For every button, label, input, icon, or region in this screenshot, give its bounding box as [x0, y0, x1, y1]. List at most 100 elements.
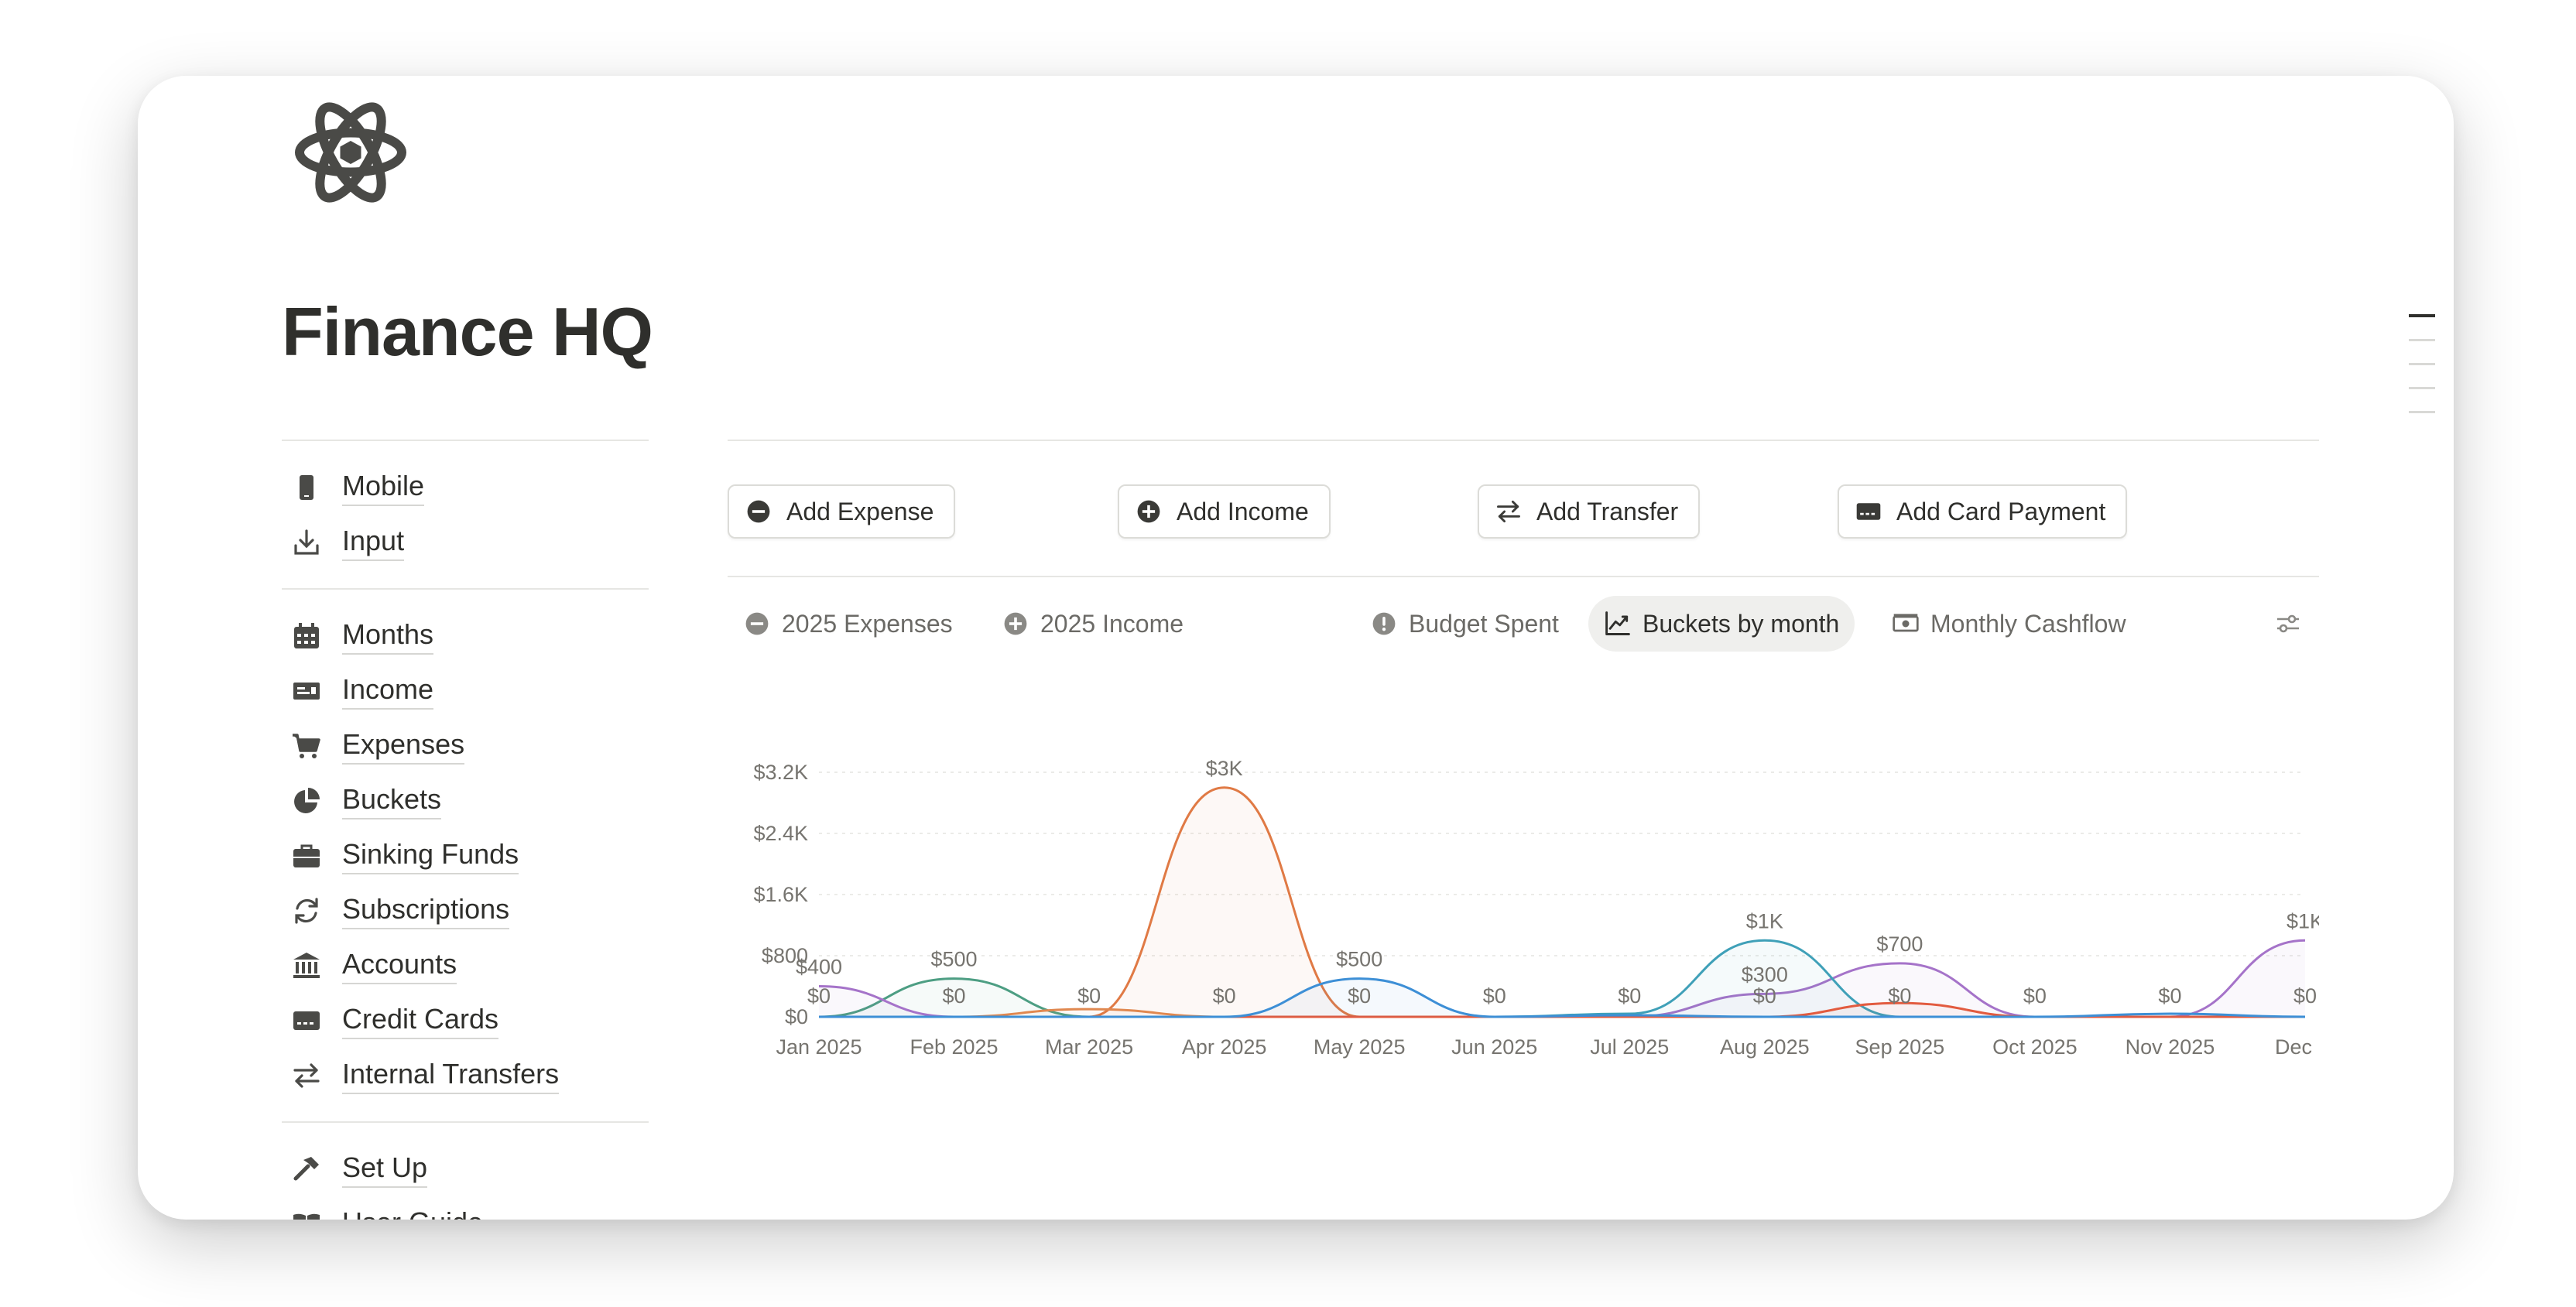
data-label: $0	[1753, 984, 1776, 1008]
sidebar-item-label[interactable]: Subscriptions	[342, 892, 510, 929]
x-tick-label: Aug 2025	[1720, 1035, 1810, 1059]
toc-marker[interactable]	[2409, 363, 2435, 365]
y-tick-label: $1.6K	[753, 883, 808, 906]
download-icon	[289, 525, 324, 559]
table-of-contents[interactable]	[2409, 314, 2435, 435]
pie-chart-icon	[289, 784, 324, 818]
sidebar-item-label[interactable]: Set Up	[342, 1151, 428, 1188]
transfer-arrows-icon	[1497, 500, 1520, 523]
sidebar-item-expenses[interactable]: Expenses	[282, 718, 649, 773]
mobile-phone-icon	[300, 474, 313, 500]
chart-canvas: $0 $800 $1.6K $2.4K $3.2K Jan 2025 Feb 2025 Mar…	[753, 757, 2335, 1059]
sidebar-item-input[interactable]: Input	[282, 515, 649, 570]
sidebar-item-subscriptions[interactable]: Subscriptions	[282, 883, 649, 938]
buckets-line-chart[interactable]: $0 $800 $1.6K $2.4K $3.2K Jan 2025 Feb 2025 Mar…	[728, 757, 2335, 1220]
divider	[282, 1121, 649, 1123]
plus-circle-icon	[1004, 612, 1027, 635]
sidebar-item-user-guide[interactable]: User Guide	[282, 1196, 649, 1220]
tab-2025-income[interactable]: 2025 Income	[986, 596, 1199, 652]
nav-group: Months Income Expenses Buckets Sinking Funds…	[282, 590, 649, 1121]
button-label: Add Transfer	[1536, 497, 1679, 525]
button-label: Add Card Payment	[1896, 497, 2106, 525]
tab-label: 2025 Income	[1040, 609, 1184, 638]
x-tick-label: Oct 2025	[1992, 1035, 2078, 1059]
cart-icon	[293, 733, 320, 758]
data-label: $400	[796, 956, 842, 979]
toc-marker[interactable]	[2409, 314, 2435, 317]
data-label: $0	[1483, 984, 1506, 1008]
sidebar-item-label[interactable]: Months	[342, 618, 434, 655]
sidebar-item-months[interactable]: Months	[282, 608, 649, 663]
sidebar-item-label[interactable]: Credit Cards	[342, 1002, 499, 1039]
calendar-icon	[289, 619, 324, 653]
data-label: $0	[1888, 984, 1911, 1008]
button-label: Add Expense	[786, 497, 934, 525]
series-line	[819, 786, 2305, 1018]
sidebar-item-label[interactable]: Accounts	[342, 947, 457, 984]
data-label: $1K	[1746, 909, 1783, 932]
calendar-icon	[294, 622, 319, 648]
money-card-icon	[289, 674, 324, 708]
toc-marker[interactable]	[2409, 387, 2435, 389]
toc-marker[interactable]	[2409, 339, 2435, 341]
add-transfer-button[interactable]: Add Transfer	[1478, 484, 1701, 539]
series-area	[819, 787, 2305, 1017]
sidebar-nav: Mobile Input Months Income Expenses Buckets Si…	[282, 440, 649, 1220]
data-label: $0	[2293, 984, 2317, 1008]
sidebar-item-credit-cards[interactable]: Credit Cards	[282, 993, 649, 1048]
add-card-payment-button[interactable]: Add Card Payment	[1838, 484, 2128, 539]
sidebar-item-buckets[interactable]: Buckets	[282, 773, 649, 828]
add-income-button[interactable]: Add Income	[1118, 484, 1331, 539]
book-icon	[293, 1213, 320, 1220]
sidebar-item-internal-transfers[interactable]: Internal Transfers	[282, 1048, 649, 1103]
sidebar-item-label[interactable]: User Guide	[342, 1206, 483, 1220]
x-tick-label: Feb 2025	[909, 1035, 998, 1059]
sidebar-item-label[interactable]: Income	[342, 672, 434, 710]
sidebar-item-label[interactable]: Mobile	[342, 469, 425, 506]
data-label: $0	[2023, 984, 2047, 1008]
x-tick-label: May 2025	[1314, 1035, 1406, 1059]
toc-marker[interactable]	[2409, 411, 2435, 413]
cash-icon	[1893, 614, 1919, 632]
sidebar-item-mobile[interactable]: Mobile	[282, 460, 649, 515]
x-tick-label: Apr 2025	[1182, 1035, 1267, 1059]
button-label: Add Income	[1177, 497, 1309, 525]
sidebar-item-label[interactable]: Expenses	[342, 727, 465, 765]
credit-card-icon	[1856, 503, 1881, 520]
main-content: Add Expense Add Income Add Transfer Add Car…	[728, 440, 2335, 1059]
sidebar-item-label[interactable]: Buckets	[342, 782, 442, 819]
series-area	[819, 940, 2305, 1017]
tab-2025-expenses[interactable]: 2025 Expenses	[728, 596, 968, 652]
tab-budget-spent[interactable]: Budget Spent	[1355, 596, 1574, 652]
sidebar-item-accounts[interactable]: Accounts	[282, 938, 649, 993]
action-buttons: Add Expense Add Income Add Transfer Add Car…	[728, 441, 2319, 576]
series-line	[819, 977, 2306, 1018]
series-area	[819, 978, 2305, 1017]
y-tick-label: $800	[762, 944, 808, 967]
y-tick-label: $3.2K	[753, 761, 808, 784]
view-tabs: 2025 Expenses 2025 Income Budget Spent Buck…	[728, 577, 2319, 670]
sliders-icon[interactable]	[2273, 608, 2304, 639]
series-line	[819, 939, 2305, 1018]
sidebar-item-label[interactable]: Internal Transfers	[342, 1057, 560, 1094]
x-tick-label: Jul 2025	[1590, 1035, 1669, 1059]
tab-buckets-by-month[interactable]: Buckets by month	[1588, 596, 1855, 652]
sidebar-item-income[interactable]: Income	[282, 663, 649, 718]
nav-group: Mobile Input	[282, 441, 649, 588]
download-icon	[294, 529, 319, 555]
sidebar-item-set-up[interactable]: Set Up	[282, 1141, 649, 1196]
x-tick-label: Jan 2025	[776, 1035, 862, 1059]
data-label: $0	[1618, 984, 1641, 1008]
x-tick-label: Nov 2025	[2126, 1035, 2215, 1059]
sidebar-item-label[interactable]: Sinking Funds	[342, 837, 519, 874]
atom-icon	[295, 102, 406, 203]
tab-monthly-cashflow[interactable]: Monthly Cashflow	[1876, 596, 2142, 652]
series-line	[818, 939, 2306, 1018]
data-label: $0	[2158, 984, 2181, 1008]
sidebar-item-sinking-funds[interactable]: Sinking Funds	[282, 828, 649, 883]
tab-label: 2025 Expenses	[782, 609, 953, 638]
page-title: Finance HQ	[282, 293, 653, 370]
data-label: $0	[943, 984, 966, 1008]
add-expense-button[interactable]: Add Expense	[728, 484, 956, 539]
sidebar-item-label[interactable]: Input	[342, 524, 405, 561]
